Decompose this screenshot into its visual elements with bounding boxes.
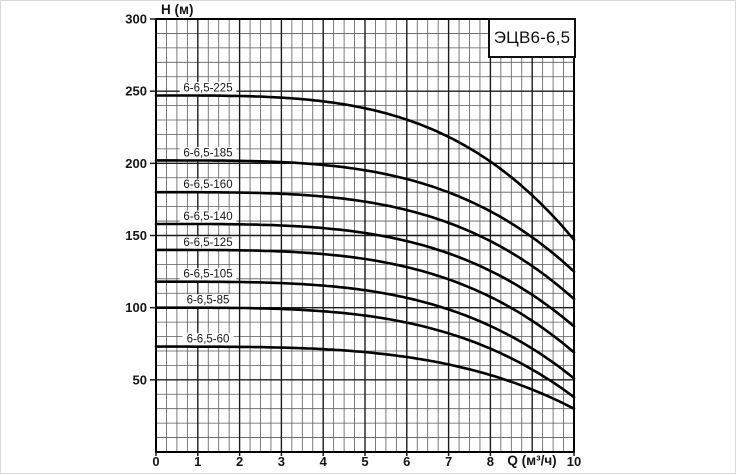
curve-label: 6-6,5-85 <box>187 295 230 307</box>
curve-label-bg <box>179 268 237 281</box>
curve-label-bg <box>182 333 234 346</box>
x-tick-label: 7 <box>445 454 452 469</box>
y-axis-title: H (м) <box>161 2 194 17</box>
x-axis-title: Q (м³/ч) <box>507 453 557 468</box>
x-tick-label: 3 <box>278 454 285 469</box>
x-tick-label: 8 <box>487 454 494 469</box>
curve-label-bg <box>179 81 237 95</box>
curve-label-bg <box>179 236 237 249</box>
curve-label: 6-6,5-160 <box>183 179 232 191</box>
y-tick-label: 150 <box>125 228 147 243</box>
curve-label-bg <box>179 210 237 223</box>
y-tick-label: 200 <box>125 156 147 171</box>
pump-curve-6-6,5-125 <box>154 248 576 354</box>
pump-curve-6-6,5-105 <box>154 280 576 380</box>
y-tick-label: 300 <box>125 12 147 27</box>
pump-curve-6-6,5-225 <box>154 94 576 242</box>
x-tick-label: 10 <box>567 454 581 469</box>
curve-label: 6-6,5-105 <box>183 269 232 281</box>
curve-label-bg <box>179 178 237 192</box>
pump-model-title-box: ЭЦВ6-6,5 <box>488 18 576 58</box>
x-tick-label: 6 <box>403 454 410 469</box>
x-tick-label: 5 <box>361 454 368 469</box>
curve-label: 6-6,5-125 <box>183 237 232 249</box>
y-tick-label: 50 <box>133 372 147 387</box>
curve-label: 6-6,5-225 <box>183 82 232 94</box>
pump-curve-6-6,5-60 <box>154 345 576 411</box>
curve-label-bg <box>179 146 237 160</box>
x-tick-label: 1 <box>194 454 201 469</box>
pump-curve-6-6,5-185 <box>154 159 576 273</box>
pump-curve-6-6,5-85 <box>154 306 576 399</box>
curve-label: 6-6,5-140 <box>183 211 232 223</box>
x-tick-label: 0 <box>152 454 159 469</box>
pump-curve-6-6,5-160 <box>154 190 576 301</box>
curve-label: 6-6,5-60 <box>187 334 230 346</box>
pump-model-title: ЭЦВ6-6,5 <box>493 28 571 47</box>
y-tick-label: 100 <box>125 300 147 315</box>
pump-curve-6-6,5-140 <box>154 222 576 328</box>
x-tick-label: 4 <box>320 454 328 469</box>
curve-label: 6-6,5-185 <box>183 147 232 159</box>
curve-label-bg <box>182 294 234 307</box>
y-tick-label: 250 <box>125 84 147 99</box>
x-tick-label: 2 <box>236 454 243 469</box>
